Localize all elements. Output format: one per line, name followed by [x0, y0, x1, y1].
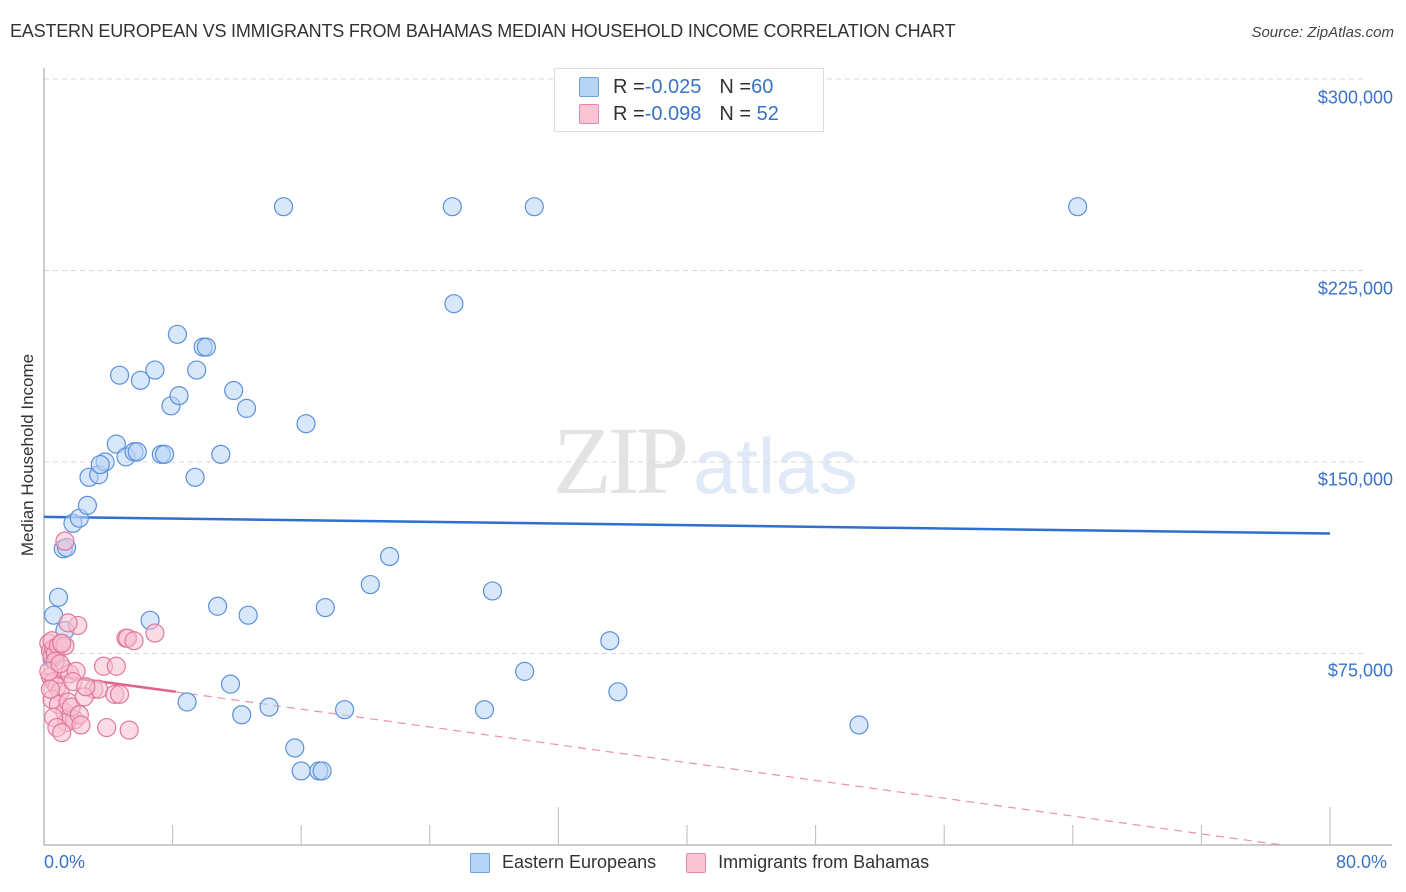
data-point — [130, 370, 151, 390]
data-point — [196, 337, 216, 357]
data-point — [608, 682, 628, 702]
data-point — [224, 380, 244, 401]
data-point — [124, 631, 144, 651]
legend-row-eastern-europeans: R = -0.025 N = 60 — [579, 75, 773, 99]
data-point — [106, 434, 126, 454]
pink-trend-extension — [175, 691, 1282, 846]
legend-row-immigrants-bahamas: R = -0.098 N = 52 — [579, 102, 779, 126]
data-point — [1068, 197, 1088, 217]
series-immigrants-bahamas — [39, 531, 165, 743]
data-point — [524, 197, 544, 217]
data-point — [169, 386, 189, 406]
blue-swatch-icon — [579, 77, 599, 97]
data-point — [315, 597, 335, 618]
data-point — [90, 454, 110, 475]
n-value: 60 — [751, 75, 774, 98]
data-point — [71, 715, 91, 735]
gridlines — [44, 78, 1366, 654]
data-point — [238, 605, 258, 625]
x-tick-80: 80.0% — [1336, 852, 1388, 872]
y-tick-75000: $75,000 — [1327, 660, 1393, 681]
x-tick-0: 0.0% — [44, 852, 86, 872]
pink-swatch-icon — [579, 104, 599, 124]
data-point — [40, 679, 61, 699]
data-point — [177, 692, 197, 712]
blue-trend-line — [43, 515, 1331, 535]
data-point — [849, 715, 869, 735]
data-point — [220, 674, 241, 694]
data-point — [97, 717, 117, 738]
data-point — [185, 467, 205, 487]
data-point — [285, 738, 305, 758]
data-point — [76, 677, 96, 697]
data-point — [208, 596, 228, 616]
axes — [43, 68, 1392, 846]
data-point — [55, 531, 75, 551]
data-point — [145, 623, 165, 643]
n-label: N = — [719, 102, 752, 125]
legend-label: Eastern Europeans — [502, 852, 657, 872]
data-point — [52, 633, 72, 653]
data-point — [335, 700, 355, 720]
y-tick-300000: $300,000 — [1317, 87, 1393, 108]
data-point — [127, 442, 147, 462]
y-tick-150000: $150,000 — [1317, 469, 1393, 490]
data-point — [167, 324, 188, 344]
n-label: N = — [719, 75, 752, 98]
data-point — [442, 197, 462, 217]
data-point — [291, 761, 311, 781]
data-point — [119, 720, 139, 740]
data-point — [312, 761, 332, 781]
data-point — [109, 365, 130, 385]
data-point — [48, 587, 69, 607]
data-point — [211, 444, 231, 464]
data-point — [232, 705, 252, 725]
data-point — [154, 444, 175, 464]
series-eastern-europeans — [42, 197, 1088, 781]
data-point — [187, 360, 207, 380]
source-attribution: Source: ZipAtlas.com — [1251, 24, 1394, 41]
data-point — [109, 684, 130, 704]
data-point — [236, 398, 257, 418]
data-point — [106, 656, 126, 676]
blue-swatch-icon — [470, 852, 490, 873]
data-point — [360, 574, 380, 595]
legend-item-immigrants-bahamas[interactable]: Immigrants from Bahamas — [686, 852, 929, 873]
data-point — [380, 546, 400, 567]
chart-title: EASTERN EUROPEAN VS IMMIGRANTS FROM BAHA… — [10, 21, 956, 41]
data-point — [482, 581, 503, 601]
r-label: R = — [613, 102, 645, 125]
data-point — [259, 697, 279, 717]
y-axis-label: Median Household Income — [18, 353, 37, 557]
data-point — [58, 613, 78, 633]
n-value: 52 — [751, 102, 779, 125]
series-legend: Eastern Europeans Immigrants from Bahama… — [470, 852, 959, 873]
data-point — [296, 414, 316, 434]
data-point — [273, 197, 294, 217]
data-point — [600, 631, 620, 651]
data-point — [77, 495, 98, 516]
legend-item-eastern-europeans[interactable]: Eastern Europeans — [470, 852, 656, 873]
data-point — [52, 723, 72, 743]
data-point — [474, 700, 495, 720]
correlation-legend: R = -0.025 N = 60 R = -0.098 N = 52 — [554, 68, 824, 132]
r-value: -0.025 — [644, 75, 702, 98]
pink-swatch-icon — [686, 852, 707, 873]
y-tick-225000: $225,000 — [1317, 278, 1393, 299]
data-point — [444, 294, 464, 314]
data-point — [145, 360, 165, 380]
r-label: R = — [613, 75, 645, 98]
data-point — [50, 654, 70, 674]
data-point — [515, 661, 535, 681]
legend-label: Immigrants from Bahamas — [718, 852, 930, 872]
r-value: -0.098 — [644, 102, 702, 125]
